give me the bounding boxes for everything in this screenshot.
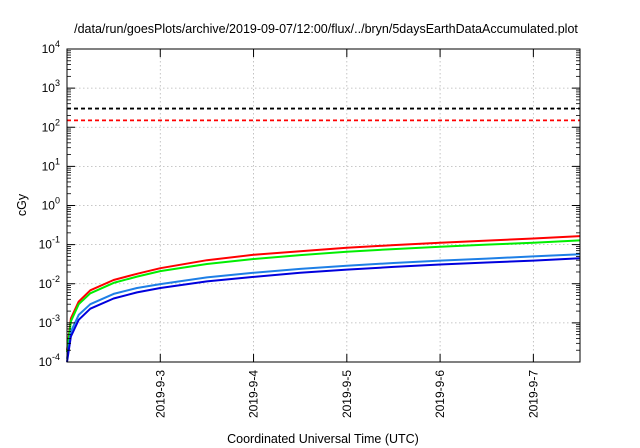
y-axis-label: cGy (15, 193, 29, 216)
chart-title: /data/run/goesPlots/archive/2019-09-07/1… (74, 22, 578, 36)
x-tick-label: 2019-9-3 (153, 370, 167, 418)
axis-ticks: 10-4 10-3 10-2 10-1 100 101 102 103 104 2019-9-3 2… (39, 39, 580, 418)
x-tick-label: 2019-9-7 (526, 370, 540, 418)
y-tick-label: 100 (42, 196, 60, 213)
grid (67, 49, 580, 362)
series-line (66, 239, 581, 353)
y-tick-label: 10-3 (39, 313, 60, 330)
y-tick-label: 104 (42, 39, 60, 56)
series-line (66, 257, 581, 363)
y-tick-label: 103 (42, 78, 60, 95)
reference-lines (67, 107, 580, 122)
y-tick-label: 10-4 (39, 352, 60, 369)
y-tick-label: 10-1 (39, 235, 60, 252)
x-tick-label: 2019-9-6 (433, 370, 447, 418)
series-line (66, 235, 581, 351)
x-tick-label: 2019-9-5 (340, 370, 354, 418)
x-axis-label: Coordinated Universal Time (UTC) (227, 432, 419, 446)
x-tick-label: 2019-9-4 (247, 370, 261, 418)
y-tick-label: 101 (42, 156, 60, 173)
y-tick-label: 10-2 (39, 274, 60, 291)
y-tick-label: 102 (42, 117, 60, 134)
series-lines (66, 235, 581, 363)
series-line (66, 253, 581, 360)
